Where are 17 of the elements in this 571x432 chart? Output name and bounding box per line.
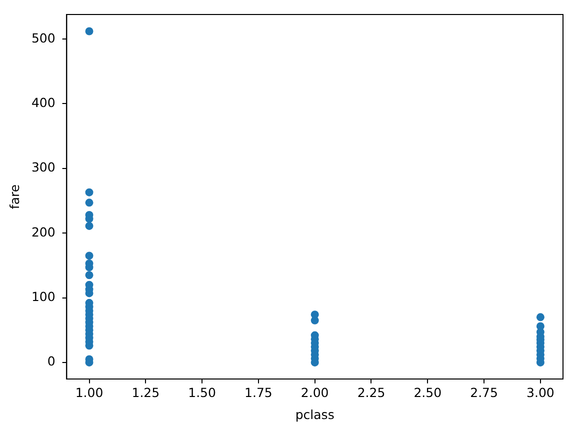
x-tick-label: 1.00 bbox=[75, 385, 104, 400]
y-tick-label: 300 bbox=[31, 160, 56, 175]
x-tick-label: 3.00 bbox=[526, 385, 554, 400]
y-tick-label: 100 bbox=[31, 289, 56, 304]
y-tick-label: 400 bbox=[31, 94, 56, 110]
y-tick-label: 200 bbox=[31, 224, 56, 240]
x-tick-label: 2.50 bbox=[414, 385, 442, 400]
x-tick-label: 1.25 bbox=[132, 385, 160, 400]
x-tick-label: 2.75 bbox=[470, 385, 498, 400]
x-tick-label: 2.25 bbox=[357, 385, 386, 400]
y-axis-title: fare bbox=[6, 184, 22, 210]
x-axis-title: pclass bbox=[295, 406, 334, 422]
x-tick-label: 1.50 bbox=[188, 385, 216, 400]
y-tick-label: 0 bbox=[47, 354, 56, 369]
x-tick-label: 2.00 bbox=[300, 385, 329, 400]
y-tick-label: 500 bbox=[31, 30, 56, 46]
x-tick-label: 1.75 bbox=[244, 385, 272, 400]
